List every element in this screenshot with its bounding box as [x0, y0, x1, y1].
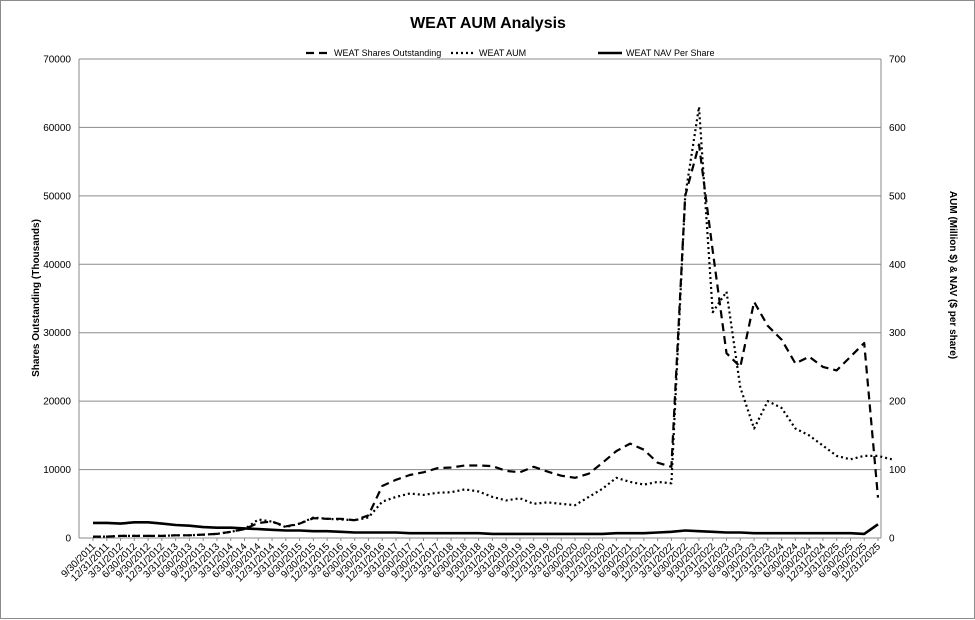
- right-tick-label: 100: [889, 465, 906, 476]
- right-tick-label: 300: [889, 328, 906, 339]
- left-tick-label: 20000: [43, 397, 71, 408]
- right-axis-ticks: 0 100 200 300 400 500 600 700: [889, 55, 906, 545]
- right-tick-label: 200: [889, 397, 906, 408]
- axes: [78, 59, 882, 539]
- left-tick-label: 30000: [43, 328, 71, 339]
- left-tick-label: 10000: [43, 465, 71, 476]
- left-axis-ticks: 0 10000 20000 30000 40000 50000 60000 70000: [43, 55, 71, 545]
- right-tick-label: 700: [889, 55, 906, 66]
- x-axis-ticks: 9/30/201112/31/20113/31/20126/30/20129/3…: [59, 538, 883, 585]
- right-tick-label: 600: [889, 123, 906, 134]
- right-tick-label: 0: [889, 534, 895, 545]
- series-line: [93, 520, 879, 536]
- left-tick-label: 40000: [43, 260, 71, 271]
- left-tick-label: 70000: [43, 55, 71, 66]
- series-line: [93, 143, 880, 538]
- right-tick-label: 400: [889, 260, 906, 271]
- left-tick-label: 0: [65, 534, 71, 545]
- legend-label: WEAT AUM: [479, 48, 526, 58]
- series-lines: [93, 105, 893, 538]
- legend-label: WEAT NAV Per Share: [626, 48, 715, 58]
- right-axis-title: AUM (Million $) & NAV ($ per share): [947, 191, 958, 359]
- left-axis-title: Shares Outstanding (Thousands): [31, 219, 42, 377]
- legend: WEAT Shares Outstanding WEAT AUM WEAT NAV …: [306, 48, 715, 58]
- legend-label: WEAT Shares Outstanding: [334, 48, 441, 58]
- chart-title: WEAT AUM Analysis: [410, 15, 566, 32]
- left-tick-label: 60000: [43, 123, 71, 134]
- gridlines: [79, 58, 881, 471]
- right-tick-label: 500: [889, 191, 906, 202]
- series-line: [93, 105, 893, 538]
- left-tick-label: 50000: [43, 191, 71, 202]
